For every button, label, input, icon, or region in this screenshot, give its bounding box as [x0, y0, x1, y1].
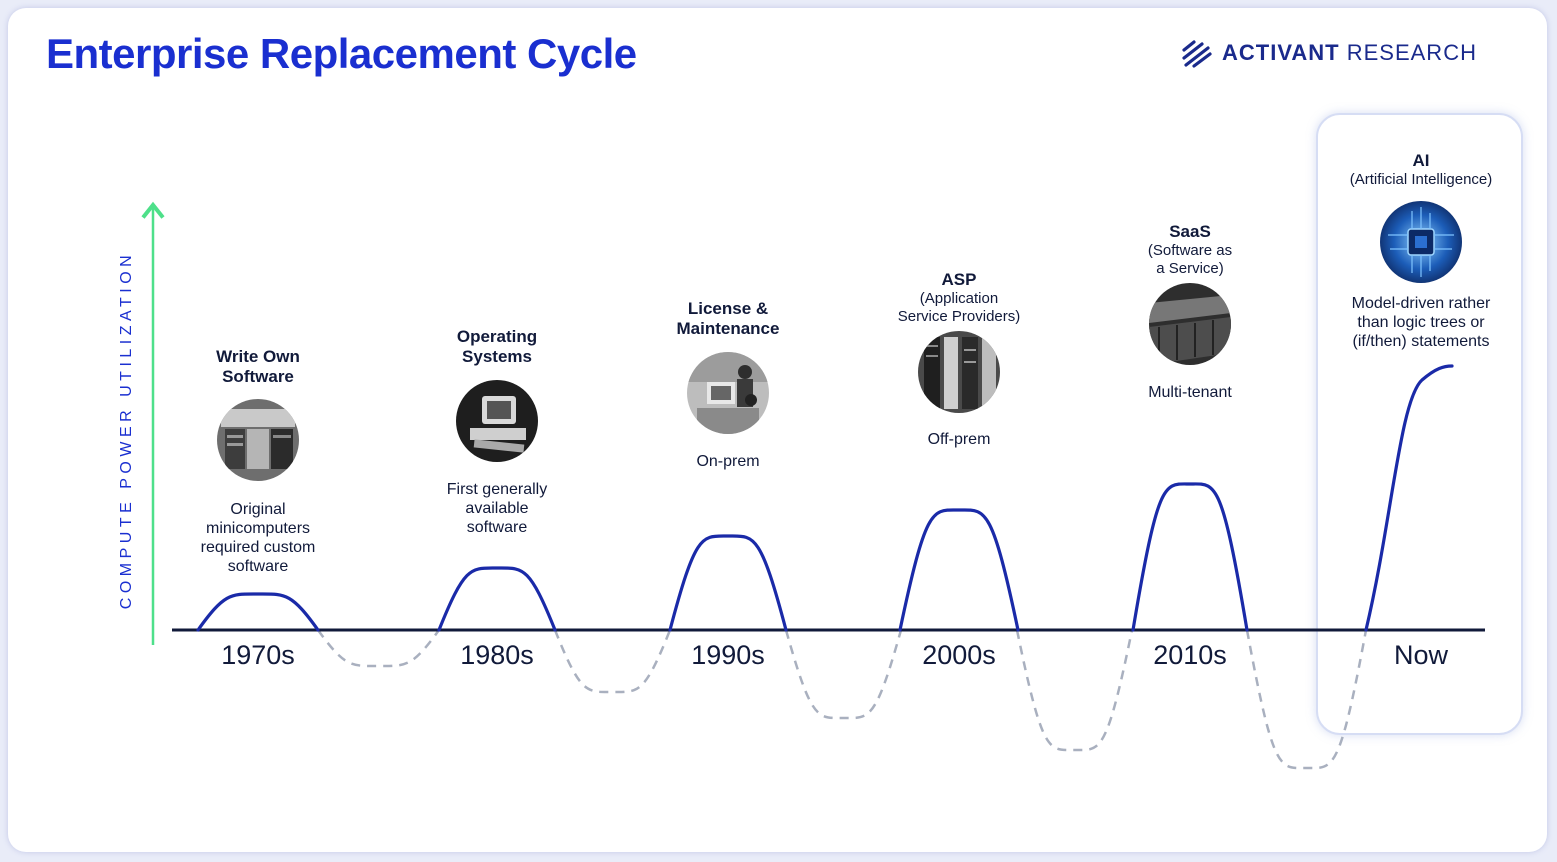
cycle-curve-2010s	[1131, 482, 1249, 632]
brand-logo: ACTIVANT RESEARCH	[1180, 38, 1477, 68]
era-subtitle: (Artificial Intelligence)	[1349, 171, 1493, 188]
trough-curve-2	[553, 629, 672, 694]
era-heading-1970s: Write Own Software	[168, 347, 348, 387]
era-heading-now: AI (Artificial Intelligence)	[1331, 151, 1511, 189]
era-name: SaaS	[1169, 222, 1211, 241]
trough-curve-4	[1015, 629, 1134, 752]
brand-name-bold: ACTIVANT	[1222, 40, 1340, 65]
era-description-2010s: Multi-tenant	[1100, 383, 1280, 402]
era-description-1980s: First generally available software	[407, 480, 587, 537]
era-name: Operating Systems	[456, 327, 538, 366]
minicomputer-room-photo	[217, 399, 299, 481]
era-subtitle: (Application Service Providers)	[897, 290, 1021, 325]
era-description-text: Original minicomputers required custom s…	[200, 501, 316, 575]
era-description-text: Multi-tenant	[1148, 384, 1232, 401]
era-description-2000s: Off-prem	[869, 430, 1049, 449]
era-name: AI	[1412, 151, 1430, 170]
decade-label-now: Now	[1393, 640, 1449, 670]
trough-curve-3	[784, 629, 903, 720]
decade-label-2000s: 2000s	[922, 640, 996, 670]
cycle-curve-1980s	[437, 566, 557, 632]
era-subtitle: (Software as a Service)	[1147, 242, 1233, 277]
decade-label-1970s: 1970s	[221, 640, 295, 670]
era-description-text: Off-prem	[927, 431, 991, 448]
trough-curve-1	[316, 629, 441, 668]
era-name: License & Maintenance	[676, 299, 780, 338]
era-heading-1980s: Operating Systems	[407, 327, 587, 367]
cycle-curve-now	[1364, 364, 1454, 632]
era-name: ASP	[941, 270, 977, 289]
office-workers-photo	[687, 352, 769, 434]
server-racks-photo	[918, 331, 1000, 413]
era-description-1970s: Original minicomputers required custom s…	[168, 500, 348, 576]
decade-label-2010s: 2010s	[1153, 640, 1227, 670]
cycle-curve-1990s	[668, 534, 788, 632]
decade-label-1980s: 1980s	[460, 640, 534, 670]
era-description-1990s: On-prem	[638, 452, 818, 471]
cycle-curve-1970s	[196, 592, 320, 632]
era-heading-2000s: ASP (Application Service Providers)	[869, 270, 1049, 326]
era-description-now: Model-driven rather than logic trees or …	[1331, 294, 1511, 351]
page-title: Enterprise Replacement Cycle	[46, 30, 637, 77]
era-name: Write Own Software	[216, 347, 300, 386]
datacenter-photo	[1149, 283, 1231, 365]
era-description-text: On-prem	[696, 453, 760, 470]
personal-computer-photo	[456, 380, 538, 462]
era-description-text: Model-driven rather than logic trees or …	[1351, 295, 1491, 350]
era-heading-1990s: License & Maintenance	[638, 299, 818, 339]
decade-label-1990s: 1990s	[691, 640, 765, 670]
brand-name-suffix: RESEARCH	[1346, 40, 1477, 65]
trough-curve-5	[1245, 629, 1368, 770]
ai-chip-photo	[1380, 201, 1462, 283]
era-description-text: First generally available software	[446, 481, 548, 536]
era-heading-2010s: SaaS (Software as a Service)	[1100, 222, 1280, 278]
cycle-curve-2000s	[898, 508, 1020, 632]
activant-logo-icon	[1182, 40, 1212, 68]
brand-name: ACTIVANT RESEARCH	[1222, 40, 1477, 66]
